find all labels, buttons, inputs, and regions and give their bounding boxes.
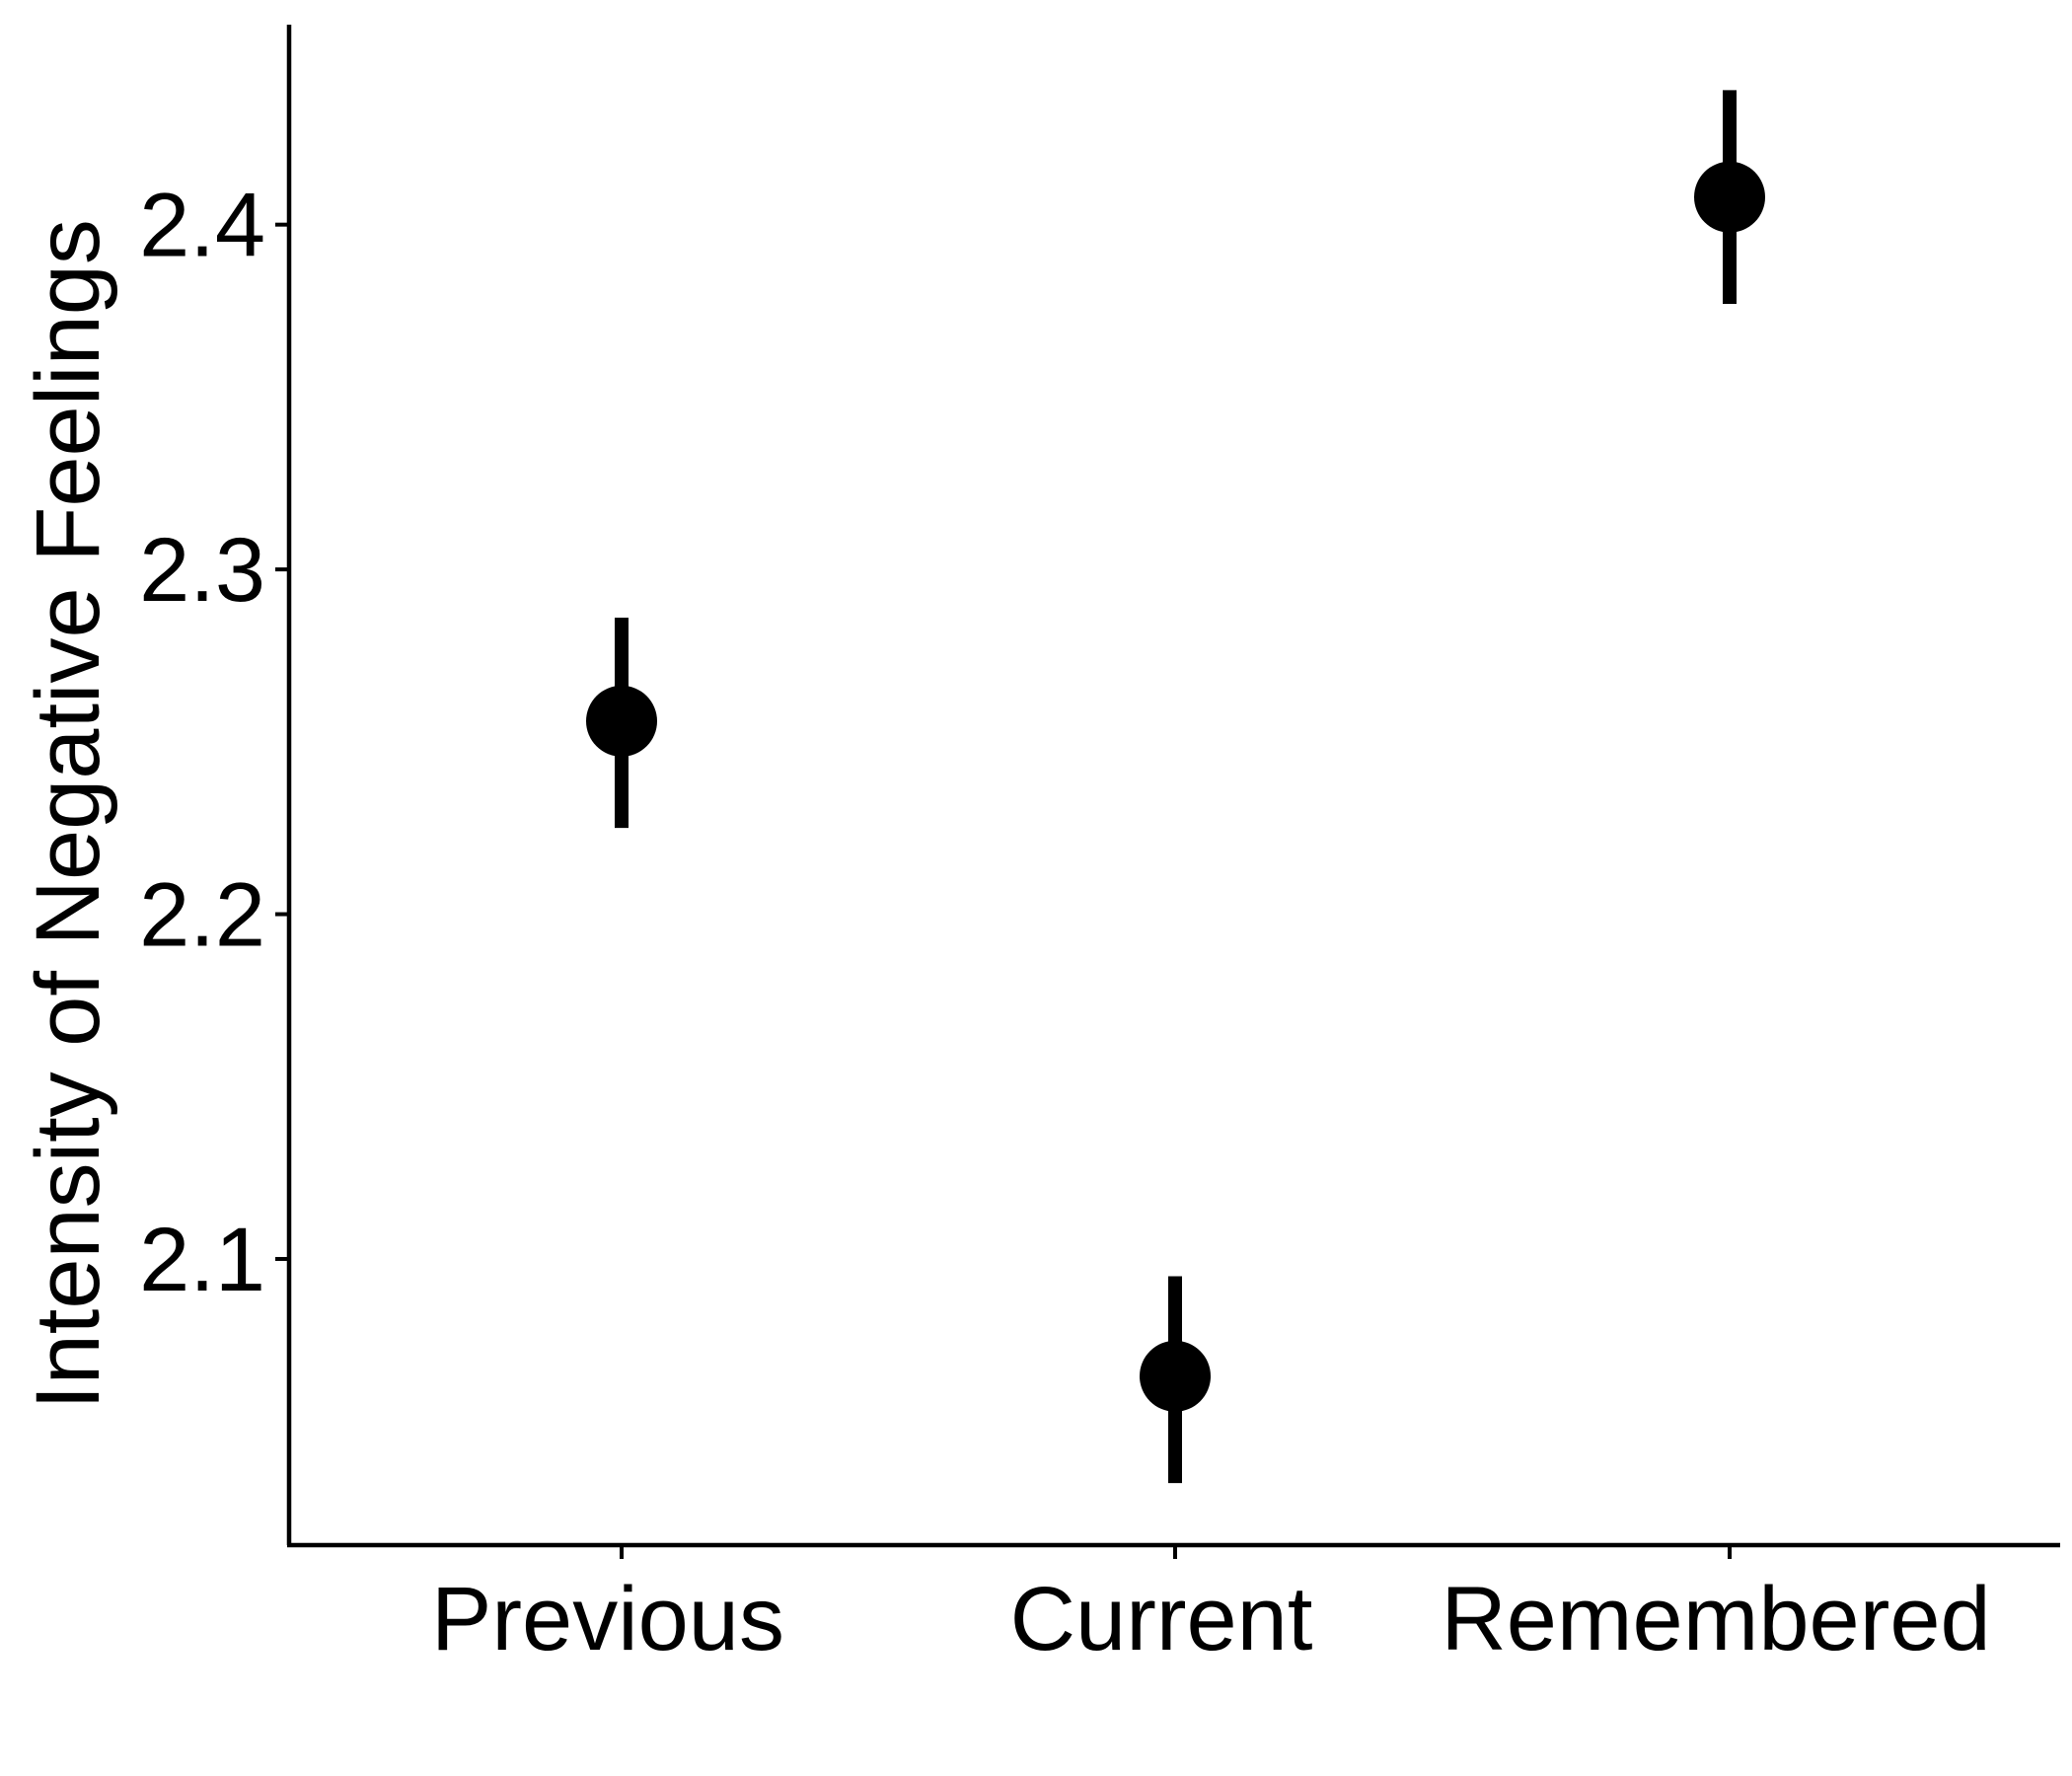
point-previous — [586, 685, 657, 757]
axes-layer — [275, 25, 2060, 1559]
x-tick-label-current: Current — [1010, 1569, 1313, 1669]
x-tick-label-previous: Previous — [431, 1569, 784, 1669]
y-axis-title: Intensity of Negative Feelings — [18, 219, 118, 1410]
x-tick-label-remembered: Remembered — [1441, 1569, 1990, 1669]
point-remembered — [1694, 161, 1765, 233]
labels-layer: 2.1 2.2 2.3 2.4 Previous Current Remembered — [139, 176, 1991, 1669]
y-tick-label-2: 2.3 — [139, 520, 265, 621]
y-tick-label-0: 2.1 — [139, 1210, 265, 1310]
point-current — [1140, 1340, 1211, 1412]
marks-layer — [586, 90, 1765, 1484]
y-tick-label-3: 2.4 — [139, 176, 265, 276]
y-tick-label-1: 2.2 — [139, 865, 265, 966]
